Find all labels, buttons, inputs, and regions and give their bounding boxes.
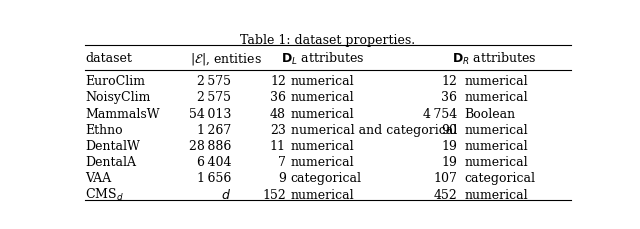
Text: numerical: numerical: [465, 75, 528, 88]
Text: 28 886: 28 886: [189, 139, 231, 152]
Text: VAA: VAA: [85, 172, 111, 185]
Text: NoisyClim: NoisyClim: [85, 91, 150, 104]
Text: 90: 90: [441, 123, 457, 136]
Text: numerical and categorical: numerical and categorical: [291, 123, 457, 136]
Text: numerical: numerical: [291, 107, 355, 120]
Text: 23: 23: [270, 123, 286, 136]
Text: 1 267: 1 267: [197, 123, 231, 136]
Text: 7: 7: [278, 155, 286, 168]
Text: 152: 152: [262, 188, 286, 201]
Text: numerical: numerical: [465, 188, 528, 201]
Text: CMS$_d$: CMS$_d$: [85, 186, 124, 202]
Text: numerical: numerical: [465, 123, 528, 136]
Text: numerical: numerical: [465, 91, 528, 104]
Text: 19: 19: [441, 155, 457, 168]
Text: categorical: categorical: [465, 172, 536, 185]
Text: 11: 11: [270, 139, 286, 152]
Text: $d$: $d$: [221, 187, 231, 201]
Text: numerical: numerical: [291, 91, 355, 104]
Text: 54 013: 54 013: [189, 107, 231, 120]
Text: numerical: numerical: [291, 188, 355, 201]
Text: DentalA: DentalA: [85, 155, 136, 168]
Text: 19: 19: [441, 139, 457, 152]
Text: 4 754: 4 754: [422, 107, 457, 120]
Text: numerical: numerical: [465, 155, 528, 168]
Text: 12: 12: [270, 75, 286, 88]
Text: MammalsW: MammalsW: [85, 107, 159, 120]
Text: EuroClim: EuroClim: [85, 75, 145, 88]
Text: 36: 36: [270, 91, 286, 104]
Text: 12: 12: [441, 75, 457, 88]
Text: numerical: numerical: [291, 139, 355, 152]
Text: Boolean: Boolean: [465, 107, 516, 120]
Text: $|\mathcal{E}|$, entities: $|\mathcal{E}|$, entities: [190, 50, 262, 66]
Text: Ethno: Ethno: [85, 123, 123, 136]
Text: 1 656: 1 656: [197, 172, 231, 185]
Text: DentalW: DentalW: [85, 139, 140, 152]
Text: numerical: numerical: [291, 155, 355, 168]
Text: numerical: numerical: [291, 75, 355, 88]
Text: dataset: dataset: [85, 52, 132, 65]
Text: $\mathbf{D}_L$ attributes: $\mathbf{D}_L$ attributes: [281, 50, 364, 66]
Text: $\mathbf{D}_R$ attributes: $\mathbf{D}_R$ attributes: [452, 50, 536, 66]
Text: 36: 36: [441, 91, 457, 104]
Text: 6 404: 6 404: [196, 155, 231, 168]
Text: 107: 107: [433, 172, 457, 185]
Text: 2 575: 2 575: [197, 75, 231, 88]
Text: 452: 452: [433, 188, 457, 201]
Text: numerical: numerical: [465, 139, 528, 152]
Text: 9: 9: [278, 172, 286, 185]
Text: 48: 48: [270, 107, 286, 120]
Text: categorical: categorical: [291, 172, 362, 185]
Text: Table 1: dataset properties.: Table 1: dataset properties.: [241, 34, 415, 46]
Text: 2 575: 2 575: [197, 91, 231, 104]
